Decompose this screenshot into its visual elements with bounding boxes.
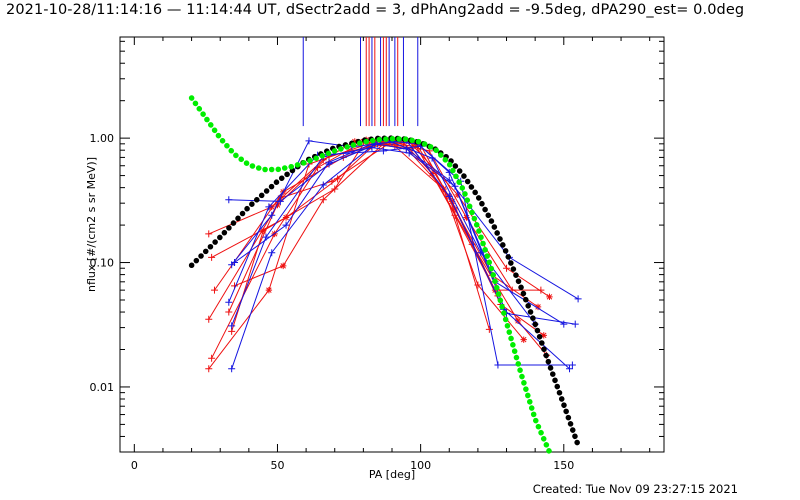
y-tick-label: 0.01 [90,381,115,394]
chart-title: 2021-10-28/11:14:16 — 11:14:44 UT, dSect… [6,2,745,18]
data-point-marker [571,320,579,328]
data-point-marker [225,196,233,204]
data-point-marker [402,145,410,153]
data-point-marker [210,286,218,294]
y-tick-label: 0.10 [90,257,115,270]
x-tick-label: 150 [553,459,574,472]
x-tick-label: 0 [131,459,138,472]
data-point-marker [305,137,313,145]
data-point-marker [231,259,239,267]
x-tick-label: 100 [410,459,431,472]
data-point-marker [282,221,290,229]
data-point-marker [208,354,216,362]
data-point-marker [228,322,236,330]
data-point-marker [574,295,582,303]
data-point-marker [454,191,462,199]
data-point-marker [537,286,545,294]
created-timestamp: Created: Tue Nov 09 23:27:15 2021 [532,482,738,496]
data-point-marker [268,211,276,219]
data-point-marker [566,365,574,373]
data-point-marker [379,147,387,155]
data-point-marker [546,293,553,301]
red-series-line [208,142,547,356]
data-point-marker [503,264,511,272]
data-point-marker [205,365,213,373]
red-series-line [208,139,550,370]
y-axis-label: nflux [#/(cm2 s sr MeV)] [85,157,98,292]
green-fit-curve [188,95,553,455]
data-point-marker [228,365,236,373]
data-point-marker [280,262,287,270]
data-point-marker [351,138,358,145]
data-point-marker [259,227,267,234]
data-point-marker [568,361,576,369]
black-fit-curve [188,135,581,448]
data-point-marker [319,196,327,204]
x-tick-label: 50 [270,459,284,472]
data-point-marker [325,158,333,166]
blue-series-line [231,143,579,369]
red-series-line [211,140,525,359]
data-point-marker [331,185,339,193]
data-point-marker [268,249,276,257]
data-point-marker [205,230,213,238]
data-point-marker [494,361,502,369]
y-tick-label: 1.00 [90,132,115,145]
data-point-marker [534,303,542,311]
data-point-marker [225,298,233,306]
data-point-marker [319,181,327,189]
x-axis-label: PA [deg] [369,468,415,481]
plot-frame [119,36,665,453]
data-point-marker [514,317,522,325]
data-point-marker [380,140,387,148]
data-point-marker [205,315,213,323]
data-point-marker [265,286,273,294]
data-point-marker [445,176,453,184]
data-point-marker [463,214,470,221]
data-point-marker [328,177,336,185]
data-point-marker [560,320,568,328]
data-point-marker [225,308,233,316]
data-point-marker [540,332,547,339]
data-point-marker [265,203,273,211]
data-point-marker [208,253,216,261]
data-point-marker [485,325,493,333]
data-point-marker [520,336,527,343]
